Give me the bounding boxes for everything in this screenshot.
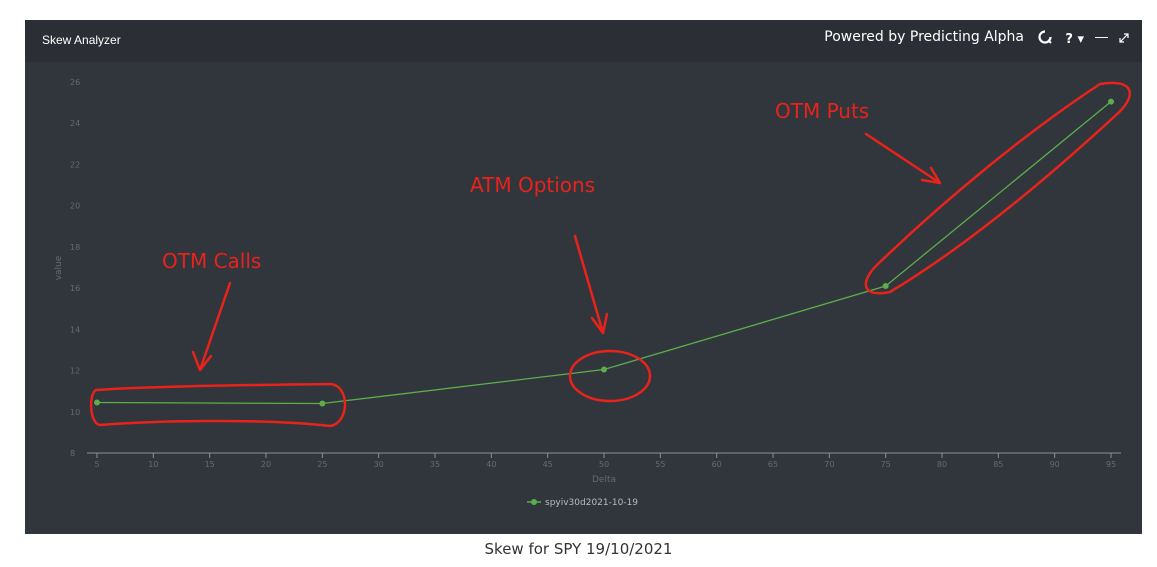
legend-marker [531,499,537,505]
atm-arrow [573,234,609,335]
minimize-icon[interactable]: ― [1095,30,1108,45]
x-tick-label: 70 [824,460,834,469]
x-tick-label: 60 [712,460,722,469]
annotation-text: OTM Puts [775,99,869,123]
y-tick-label: 10 [70,408,80,417]
skew-chart: 5 10 15 20 25 30 35 40 45 50 55 60 65 70 75 80 85 90 95 8 10… [54,78,1131,508]
data-point [319,400,326,407]
x-tick-label: 50 [599,460,609,469]
skew-analyzer-panel: Skew Analyzer Powered by Predicting Alph… [25,20,1142,534]
x-tick-label: 85 [993,460,1003,469]
y-tick-label: 14 [70,325,80,334]
annotation-text: ATM Options [470,173,595,197]
legend-label: spyiv30d2021-10-19 [545,498,638,508]
x-tick-label: 40 [486,460,496,469]
otm-puts-outline [864,81,1131,295]
annotation-text: OTM Calls [162,249,261,273]
y-tick-label: 8 [70,449,75,458]
y-tick-label: 24 [70,119,80,128]
chart-axes: 5 10 15 20 25 30 35 40 45 50 55 60 65 70 75 80 85 90 95 8 10… [54,78,1121,485]
y-tick-label: 26 [70,78,80,87]
brand-text: Powered by Predicting Alpha [824,29,1024,45]
y-tick-label: 22 [70,160,80,169]
x-tick-label: 10 [148,460,158,469]
x-tick-label: 15 [205,460,215,469]
x-tick-label: 20 [261,460,271,469]
panel-title: Skew Analyzer [42,33,121,47]
data-point [94,399,100,406]
y-axis-label: value [54,255,64,280]
x-tick-label: 90 [1050,460,1060,469]
y-tick-label: 16 [70,284,80,293]
x-tick-label: 30 [374,460,384,469]
brand-logo-icon [1038,30,1052,44]
panel-header: Skew Analyzer Powered by Predicting Alph… [25,20,1142,62]
help-label: ? [1065,32,1073,47]
otm-calls-outline [89,382,347,428]
x-tick-label: 55 [655,460,665,469]
x-tick-label: 95 [1106,460,1116,469]
figure-caption: Skew for SPY 19/10/2021 [484,540,673,558]
data-point [601,366,607,373]
data-point [882,283,889,290]
x-tick-label: 5 [94,460,99,469]
help-icon[interactable]: ? ▾ [1065,32,1084,47]
otm-puts-arrow [864,132,942,185]
x-tick-label: 45 [543,460,553,469]
annotation-layer: OTM Calls ATM Options OTM Puts [89,81,1131,428]
x-axis-label: Delta [592,475,616,485]
x-tick-label: 80 [937,460,947,469]
y-tick-label: 18 [70,243,80,252]
atm-outline [568,349,652,403]
series-layer: spyiv30d2021-10-19 [94,98,1114,508]
x-tick-label: 65 [768,460,778,469]
y-tick-label: 12 [70,367,80,376]
y-tick-label: 20 [70,202,80,211]
x-tick-label: 25 [317,460,327,469]
data-point [1108,98,1114,105]
otm-calls-arrow [191,281,232,372]
x-tick-label: 35 [430,460,440,469]
x-tick-label: 75 [881,460,891,469]
expand-icon[interactable] [1118,32,1130,44]
